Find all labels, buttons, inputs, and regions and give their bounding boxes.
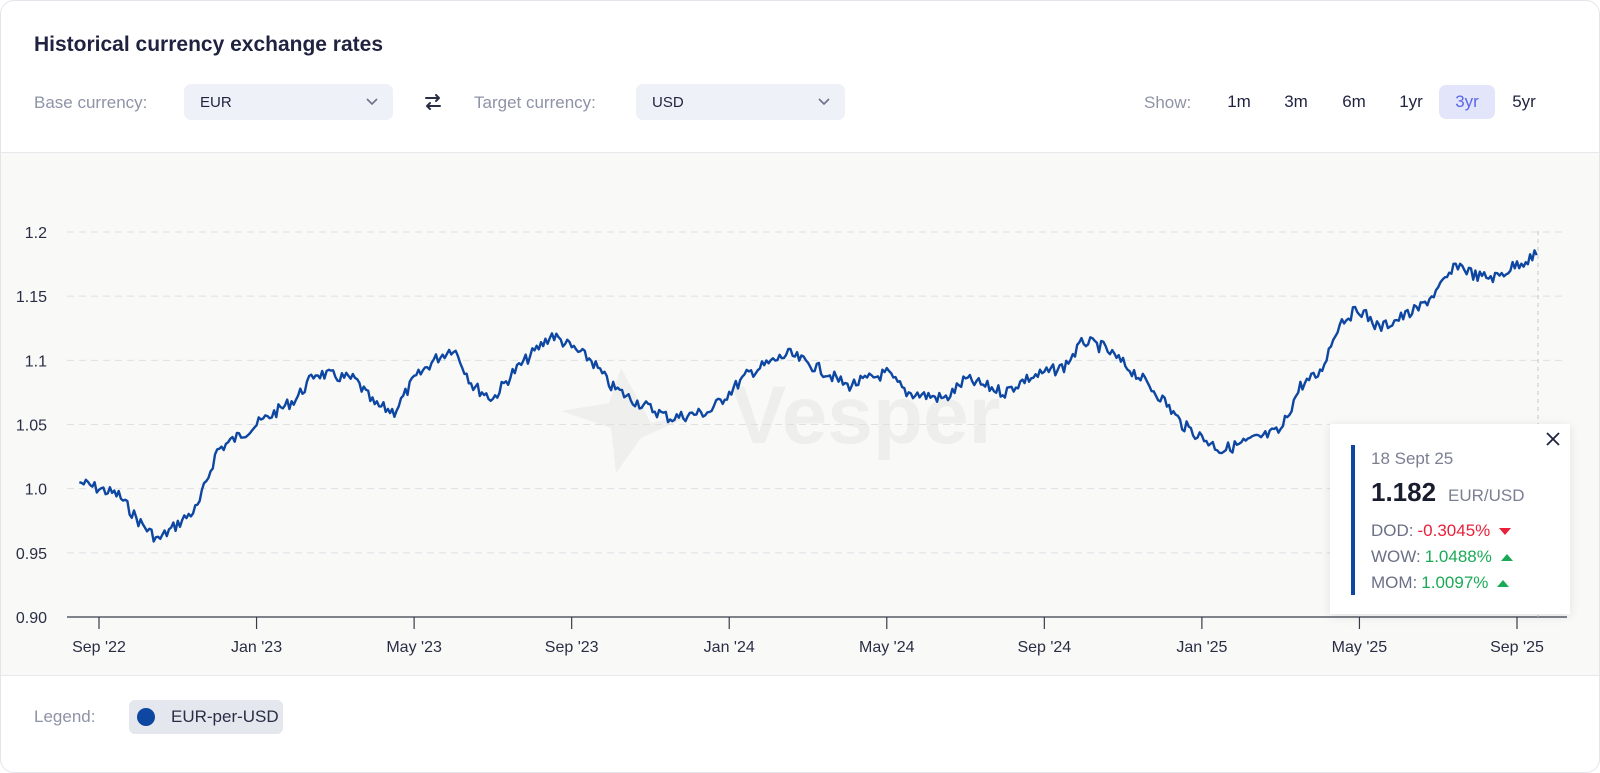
x-tick-label: Sep '24 <box>1017 639 1071 656</box>
stat-value: 1.0488% <box>1424 547 1492 566</box>
series-line-eur-per-usd[interactable] <box>79 249 1538 543</box>
legend-item-eur-per-usd[interactable]: EUR-per-USD <box>129 700 283 734</box>
range-button-3m[interactable]: 3m <box>1284 92 1308 111</box>
tooltip-value: 1.182 <box>1371 477 1437 507</box>
x-tick-label: Jan '23 <box>231 639 282 656</box>
y-tick-label: 1.2 <box>25 225 47 242</box>
stat-value: -0.3045% <box>1417 521 1491 540</box>
base-currency-label: Base currency: <box>34 93 148 112</box>
range-button-3yr[interactable]: 3yr <box>1439 85 1495 119</box>
arrow-up-icon <box>1497 580 1510 588</box>
stat-label: WOW: <box>1371 547 1421 566</box>
range-button-1yr[interactable]: 1yr <box>1399 92 1423 111</box>
watermark-text: Vesper <box>732 370 1001 461</box>
legend-color-dot <box>137 708 155 726</box>
x-tick-label: Jan '25 <box>1176 639 1227 656</box>
close-icon[interactable] <box>1545 431 1561 447</box>
y-tick-label: 1.05 <box>16 418 47 435</box>
target-currency-select[interactable]: USD <box>636 84 845 120</box>
chart-area[interactable]: Vesper 0.90 0.95 1.0 1.05 1.1 1.15 1.2 Sep '22… <box>1 152 1599 676</box>
page-title: Historical currency exchange rates <box>34 33 384 56</box>
stat-label: MOM: <box>1371 573 1418 592</box>
y-tick-label: 1.1 <box>25 353 47 370</box>
tooltip-pair: EUR/USD <box>1448 486 1525 505</box>
tooltip-accent-bar <box>1351 445 1355 595</box>
x-tick-label: Jan '24 <box>704 639 755 656</box>
tooltip-stat-mom: MOM: 1.0097% <box>1371 573 1510 593</box>
range-button-5yr[interactable]: 5yr <box>1512 92 1536 111</box>
x-tick-label: Sep '25 <box>1490 639 1544 656</box>
arrow-down-icon <box>1499 528 1512 536</box>
target-currency-label: Target currency: <box>474 93 596 112</box>
watermark-logo-icon <box>561 368 701 473</box>
target-currency-value: USD <box>652 93 684 111</box>
range-button-6m[interactable]: 6m <box>1342 92 1366 111</box>
arrow-up-icon <box>1500 554 1513 562</box>
base-currency-value: EUR <box>200 93 232 111</box>
line-chart: Vesper 0.90 0.95 1.0 1.05 1.1 1.15 1.2 Sep '22… <box>16 225 1567 656</box>
chevron-down-icon <box>366 98 378 106</box>
x-tick-label: May '24 <box>859 639 915 656</box>
base-currency-select[interactable]: EUR <box>184 84 393 120</box>
y-tick-label: 1.0 <box>25 482 47 499</box>
y-tick-label: 0.95 <box>16 546 47 563</box>
tooltip-date: 18 Sept 25 <box>1371 449 1454 468</box>
data-tooltip: 18 Sept 25 1.182 EUR/USD DOD: -0.3045% WO… <box>1330 424 1570 614</box>
range-button-1m[interactable]: 1m <box>1227 92 1251 111</box>
y-tick-label: 0.90 <box>16 610 47 627</box>
x-tick-label: Sep '23 <box>545 639 599 656</box>
x-tick-label: May '25 <box>1332 639 1388 656</box>
stat-value: 1.0097% <box>1421 573 1489 592</box>
legend-series-name: EUR-per-USD <box>171 707 279 726</box>
stat-label: DOD: <box>1371 521 1414 540</box>
swap-currencies-icon[interactable] <box>421 90 445 114</box>
y-tick-label: 1.15 <box>16 289 47 306</box>
tooltip-stat-wow: WOW: 1.0488% <box>1371 547 1513 567</box>
chevron-down-icon <box>818 98 830 106</box>
x-tick-label: Sep '22 <box>72 639 126 656</box>
legend-label: Legend: <box>34 707 96 726</box>
x-tick-label: May '23 <box>386 639 442 656</box>
tooltip-stat-dod: DOD: -0.3045% <box>1371 521 1512 541</box>
show-range-label: Show: <box>1144 93 1192 112</box>
